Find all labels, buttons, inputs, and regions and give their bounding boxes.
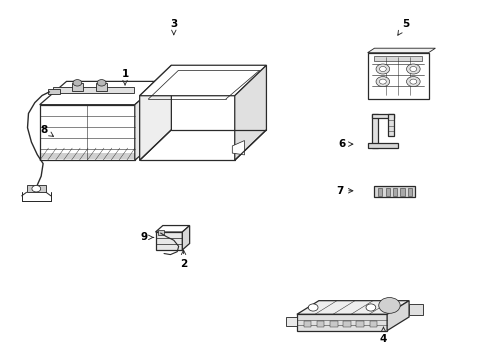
Polygon shape bbox=[387, 114, 393, 136]
Text: 8: 8 bbox=[40, 125, 53, 136]
Text: 9: 9 bbox=[141, 232, 153, 242]
Polygon shape bbox=[296, 314, 386, 330]
Circle shape bbox=[409, 67, 416, 72]
Bar bbox=[407, 188, 411, 196]
Bar bbox=[385, 188, 389, 196]
Circle shape bbox=[379, 67, 386, 72]
Polygon shape bbox=[140, 65, 171, 160]
Polygon shape bbox=[155, 232, 182, 250]
Circle shape bbox=[406, 77, 419, 87]
Polygon shape bbox=[367, 143, 397, 148]
Polygon shape bbox=[158, 230, 163, 234]
Circle shape bbox=[73, 80, 81, 86]
Bar bbox=[343, 321, 350, 327]
Polygon shape bbox=[234, 65, 266, 160]
Polygon shape bbox=[140, 65, 266, 96]
Bar bbox=[304, 321, 311, 327]
Circle shape bbox=[409, 79, 416, 84]
Polygon shape bbox=[285, 317, 296, 326]
Polygon shape bbox=[40, 81, 161, 105]
Circle shape bbox=[375, 77, 389, 87]
Circle shape bbox=[97, 80, 106, 86]
Circle shape bbox=[406, 64, 419, 74]
Bar bbox=[400, 188, 404, 196]
Bar bbox=[392, 188, 396, 196]
Text: 3: 3 bbox=[170, 19, 177, 35]
Polygon shape bbox=[53, 87, 134, 93]
Polygon shape bbox=[371, 114, 393, 118]
Circle shape bbox=[307, 304, 317, 311]
Polygon shape bbox=[48, 89, 60, 94]
Polygon shape bbox=[232, 140, 244, 155]
Polygon shape bbox=[135, 81, 161, 160]
Polygon shape bbox=[296, 301, 408, 314]
Polygon shape bbox=[40, 105, 135, 160]
Bar bbox=[96, 83, 107, 91]
Bar bbox=[329, 321, 337, 327]
Polygon shape bbox=[373, 57, 422, 61]
Polygon shape bbox=[367, 53, 427, 99]
Polygon shape bbox=[371, 114, 377, 148]
Polygon shape bbox=[367, 48, 434, 53]
Text: 1: 1 bbox=[121, 69, 128, 85]
Polygon shape bbox=[182, 226, 189, 250]
Circle shape bbox=[365, 304, 375, 311]
Circle shape bbox=[32, 185, 41, 192]
Bar bbox=[369, 321, 376, 327]
Polygon shape bbox=[26, 185, 46, 192]
Text: 6: 6 bbox=[338, 139, 352, 149]
Bar bbox=[377, 188, 382, 196]
Circle shape bbox=[379, 79, 386, 84]
Polygon shape bbox=[386, 301, 408, 330]
Circle shape bbox=[378, 298, 399, 313]
Polygon shape bbox=[373, 186, 415, 197]
Bar bbox=[317, 321, 324, 327]
Text: 7: 7 bbox=[335, 186, 352, 196]
Text: 5: 5 bbox=[397, 19, 408, 35]
Text: 4: 4 bbox=[379, 327, 386, 343]
Bar bbox=[71, 83, 83, 91]
Polygon shape bbox=[408, 304, 422, 315]
Polygon shape bbox=[155, 226, 189, 232]
Bar bbox=[356, 321, 363, 327]
Text: 2: 2 bbox=[180, 250, 187, 269]
Circle shape bbox=[375, 64, 389, 74]
